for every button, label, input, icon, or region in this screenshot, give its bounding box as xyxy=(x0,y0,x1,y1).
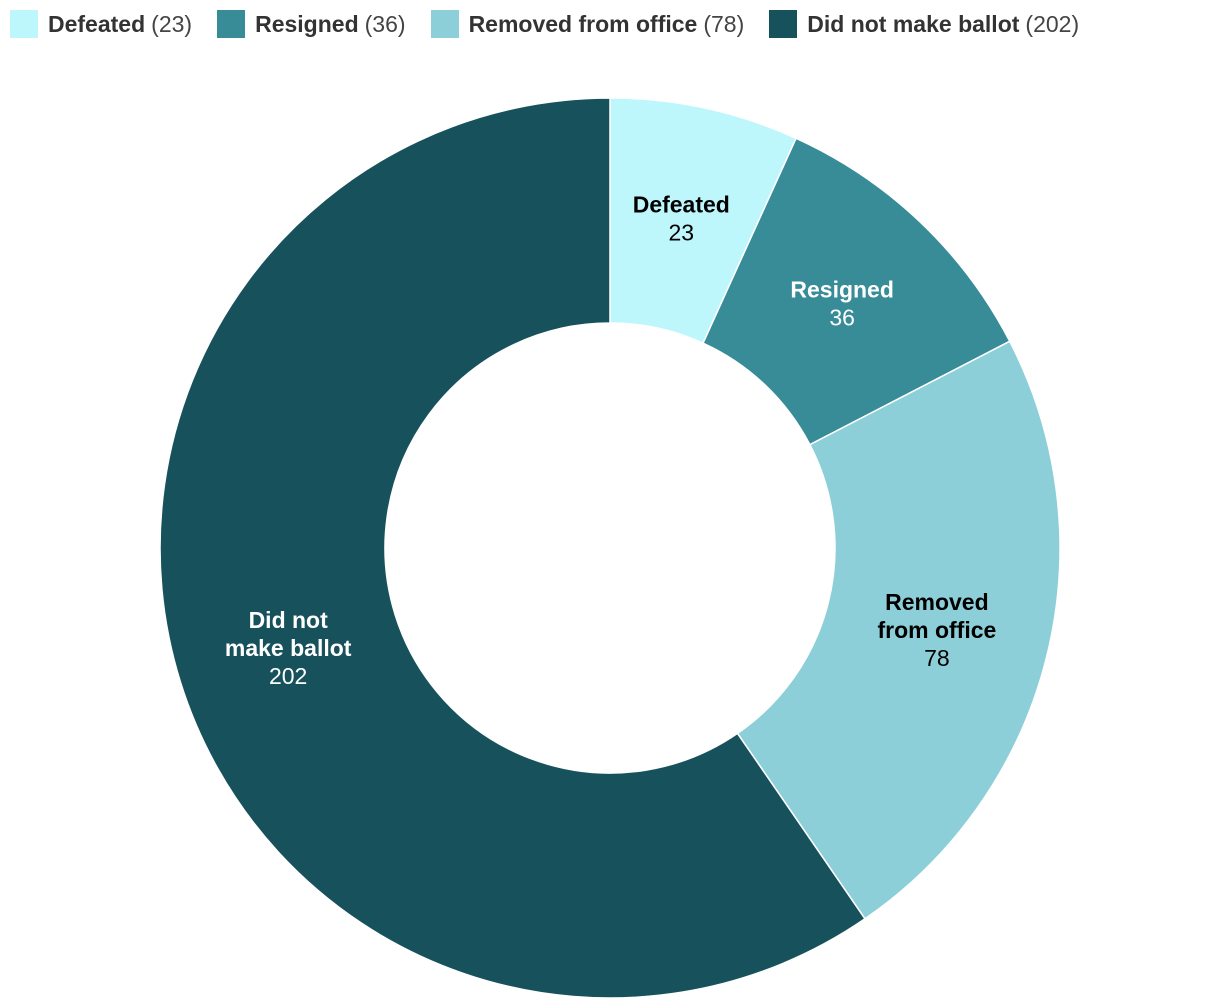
slice-label-value: 78 xyxy=(924,645,950,671)
slice-label-name: Defeated xyxy=(633,192,730,218)
legend-count: 23 xyxy=(151,11,192,38)
legend-swatch-did-not-make-ballot xyxy=(769,10,798,38)
slice-label-name: from office xyxy=(877,617,996,643)
slice-label-name: make ballot xyxy=(225,635,352,661)
legend-label: Removed from office xyxy=(468,10,698,37)
legend-item-resigned[interactable]: Resigned 36 xyxy=(217,10,405,38)
legend-swatch-resigned xyxy=(217,10,246,38)
legend-label: Did not make ballot xyxy=(807,10,1020,37)
slice-label-name: Removed xyxy=(885,589,989,615)
slice-label-name: Did not xyxy=(249,607,329,633)
legend-swatch-removed-from-office xyxy=(430,10,459,38)
legend-item-defeated[interactable]: Defeated 23 xyxy=(10,10,192,38)
slice-label-value: 23 xyxy=(668,220,694,246)
legend-count: 78 xyxy=(703,11,744,38)
slice-did-not-make-ballot[interactable] xyxy=(159,97,867,999)
slice-label-name: Resigned xyxy=(790,277,894,303)
legend-item-did-not-make-ballot[interactable]: Did not make ballot 202 xyxy=(769,10,1079,38)
chart-legend: Defeated 23 Resigned 36 Removed from off… xyxy=(10,9,1104,39)
legend-count: 36 xyxy=(365,11,406,38)
slice-label-value: 36 xyxy=(829,305,855,331)
legend-count: 202 xyxy=(1025,11,1079,38)
legend-label: Defeated xyxy=(48,10,146,37)
slice-removed-from-office[interactable] xyxy=(736,340,1061,920)
legend-item-removed-from-office[interactable]: Removed from office 78 xyxy=(430,10,745,38)
legend-swatch-defeated xyxy=(10,10,38,38)
slice-label-value: 202 xyxy=(269,663,307,689)
legend-label: Resigned xyxy=(255,10,359,37)
